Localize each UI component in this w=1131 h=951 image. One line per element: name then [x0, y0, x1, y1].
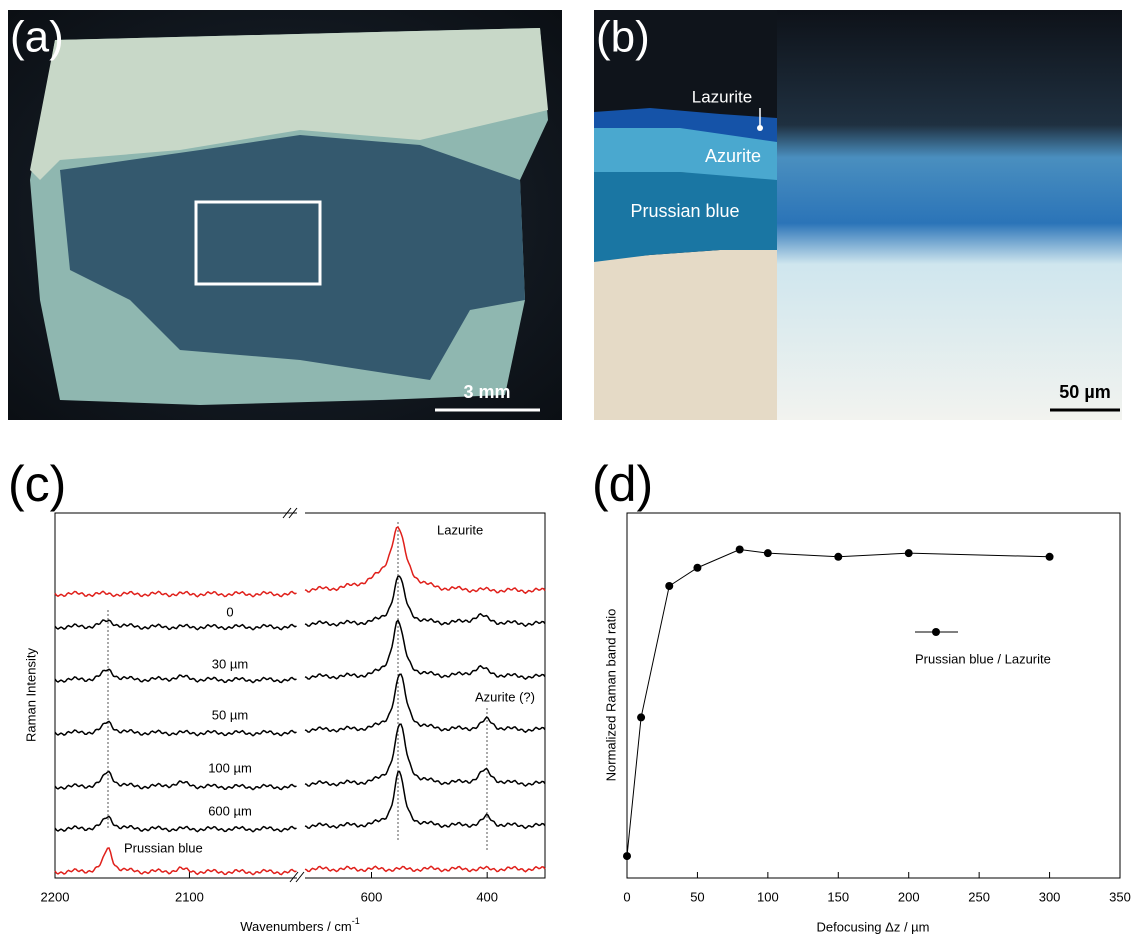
axis-break [283, 508, 304, 882]
spectrum [305, 866, 545, 871]
x-axis-label: Wavenumbers / cm-1 [240, 916, 360, 934]
panel-label: (c) [8, 456, 66, 512]
spectrum-label: 100 µm [208, 760, 252, 775]
x-tick-label: 200 [898, 889, 920, 904]
x-axis-label-text: Wavenumbers / cm [240, 919, 352, 934]
panel-label: (a) [10, 13, 64, 62]
data-point [1046, 553, 1054, 561]
data-line [627, 550, 1050, 857]
spectrum-label: Lazurite [437, 522, 483, 537]
spectrum [305, 576, 545, 626]
spectrum [55, 669, 297, 682]
x-tick-label: 250 [968, 889, 990, 904]
panel-label: (b) [596, 13, 650, 62]
x-tick-label: 2200 [41, 889, 70, 904]
data-point [764, 549, 772, 557]
y-axis-label: Raman Intensity [23, 648, 38, 742]
panel-c: (c) Lazurite 0 30 µm 50 µm 100 µm 600 µm… [8, 456, 545, 934]
x-tick-label: 400 [476, 889, 498, 904]
spectrum-label: 50 µm [212, 707, 248, 722]
data-point [905, 549, 913, 557]
spectrum [55, 591, 297, 596]
x-tick-label: 100 [757, 889, 779, 904]
spectrum-label: Prussian blue [124, 840, 203, 855]
x-tick-label: 50 [690, 889, 704, 904]
panel-d: (d) Normalized Raman band ratio Defocusi… [592, 456, 1131, 934]
x-tick-label: 600 [361, 889, 383, 904]
axes-frame [55, 513, 545, 878]
spectrum-label: 30 µm [212, 656, 248, 671]
data-point [623, 852, 631, 860]
x-tick-label: 2100 [175, 889, 204, 904]
spectrum [55, 620, 297, 630]
ground-layer [594, 250, 777, 420]
x-tick-label: 300 [1039, 889, 1061, 904]
x-axis-label: Defocusing Δz / µm [817, 919, 930, 934]
spectrum [55, 721, 297, 735]
spectrum-label: 600 µm [208, 803, 252, 818]
data-point [665, 582, 673, 590]
x-tick-label: 150 [827, 889, 849, 904]
data-point [736, 546, 744, 554]
annotation: Azurite (?) [475, 689, 535, 704]
panel-a: 3 mm (a) [8, 10, 562, 420]
spectrum [305, 724, 545, 786]
data-point [637, 713, 645, 721]
spectrum [55, 816, 297, 831]
panel-label: (d) [592, 456, 653, 512]
layer-label: Lazurite [692, 87, 752, 106]
spectrum [305, 527, 545, 593]
x-tick-label: 0 [623, 889, 630, 904]
x-axis-label-sup: -1 [352, 916, 360, 926]
layer-label: Prussian blue [630, 201, 739, 221]
legend-label: Prussian blue / Lazurite [915, 651, 1051, 666]
spectrum [305, 620, 545, 679]
data-point [693, 564, 701, 572]
layer-label: Azurite [705, 146, 761, 166]
scale-label: 3 mm [463, 382, 510, 402]
scale-label: 50 µm [1059, 382, 1110, 402]
x-tick-label: 350 [1109, 889, 1131, 904]
data-point [834, 553, 842, 561]
spectrum [55, 772, 297, 790]
y-axis-label: Normalized Raman band ratio [603, 609, 618, 782]
panel-b: Lazurite Azurite Prussian blue 50 µm (b) [594, 10, 1122, 420]
legend-marker [932, 628, 940, 636]
spectrum-label: 0 [226, 604, 233, 619]
figure: 3 mm (a) Lazurite Azurite Prussian blue … [0, 0, 1131, 946]
